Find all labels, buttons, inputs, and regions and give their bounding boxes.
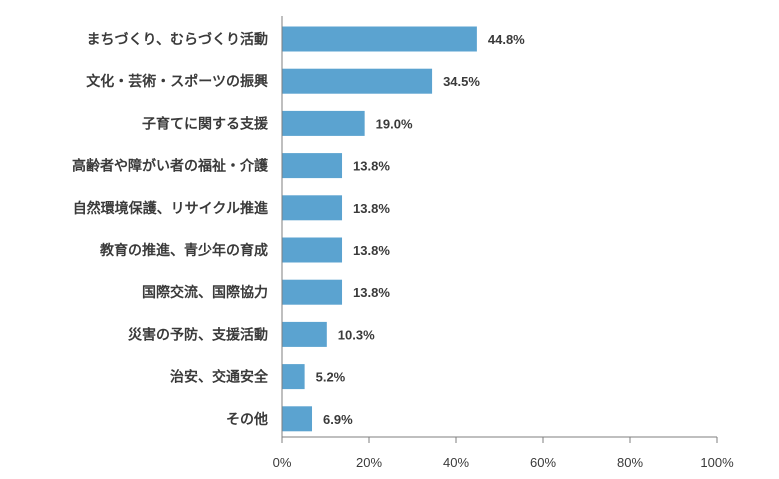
value-label: 5.2%: [316, 370, 346, 385]
value-label: 34.5%: [443, 74, 480, 89]
bar: [282, 321, 327, 347]
bar: [282, 110, 365, 136]
bar: [282, 26, 477, 52]
bar: [282, 279, 343, 305]
x-tick-label: 60%: [530, 455, 556, 470]
x-tick-label: 0%: [273, 455, 292, 470]
value-label: 13.8%: [353, 201, 390, 216]
x-tick-label: 100%: [700, 455, 734, 470]
category-label: 高齢者や障がい者の福祉・介護: [72, 158, 269, 175]
bar: [282, 406, 313, 432]
value-label: 13.8%: [353, 159, 390, 174]
value-label: 44.8%: [488, 32, 525, 47]
category-label: 災害の予防、支援活動: [128, 326, 268, 343]
axis-layer: [281, 16, 718, 443]
value-label: 13.8%: [353, 243, 390, 258]
category-label: 国際交流、国際協力: [142, 284, 268, 301]
category-label: 治安、交通安全: [170, 369, 269, 386]
category-label: 文化・芸術・スポーツの振興: [86, 73, 268, 90]
bar: [282, 68, 433, 94]
x-tick-label: 80%: [617, 455, 643, 470]
value-label: 13.8%: [353, 285, 390, 300]
bar: [282, 195, 343, 221]
bar: [282, 153, 343, 179]
category-label: 自然環境保護、リサイクル推進: [73, 200, 268, 217]
value-label: 10.3%: [338, 327, 375, 342]
labels-layer: まちづくり、むらづくり活動 44.8% 文化・芸術・スポーツの振興 34.5% 子育てに…: [72, 31, 734, 470]
bars-layer: [282, 26, 477, 432]
category-label: 教育の推進、青少年の育成: [100, 242, 268, 259]
category-label: まちづくり、むらづくり活動: [87, 31, 268, 48]
bar: [282, 237, 343, 263]
x-tick-label: 20%: [356, 455, 382, 470]
category-label: 子育てに関する支援: [142, 115, 269, 132]
x-tick-label: 40%: [443, 455, 469, 470]
category-label: その他: [226, 411, 268, 428]
value-label: 19.0%: [376, 116, 413, 131]
value-label: 6.9%: [323, 412, 353, 427]
bar: [282, 364, 305, 390]
